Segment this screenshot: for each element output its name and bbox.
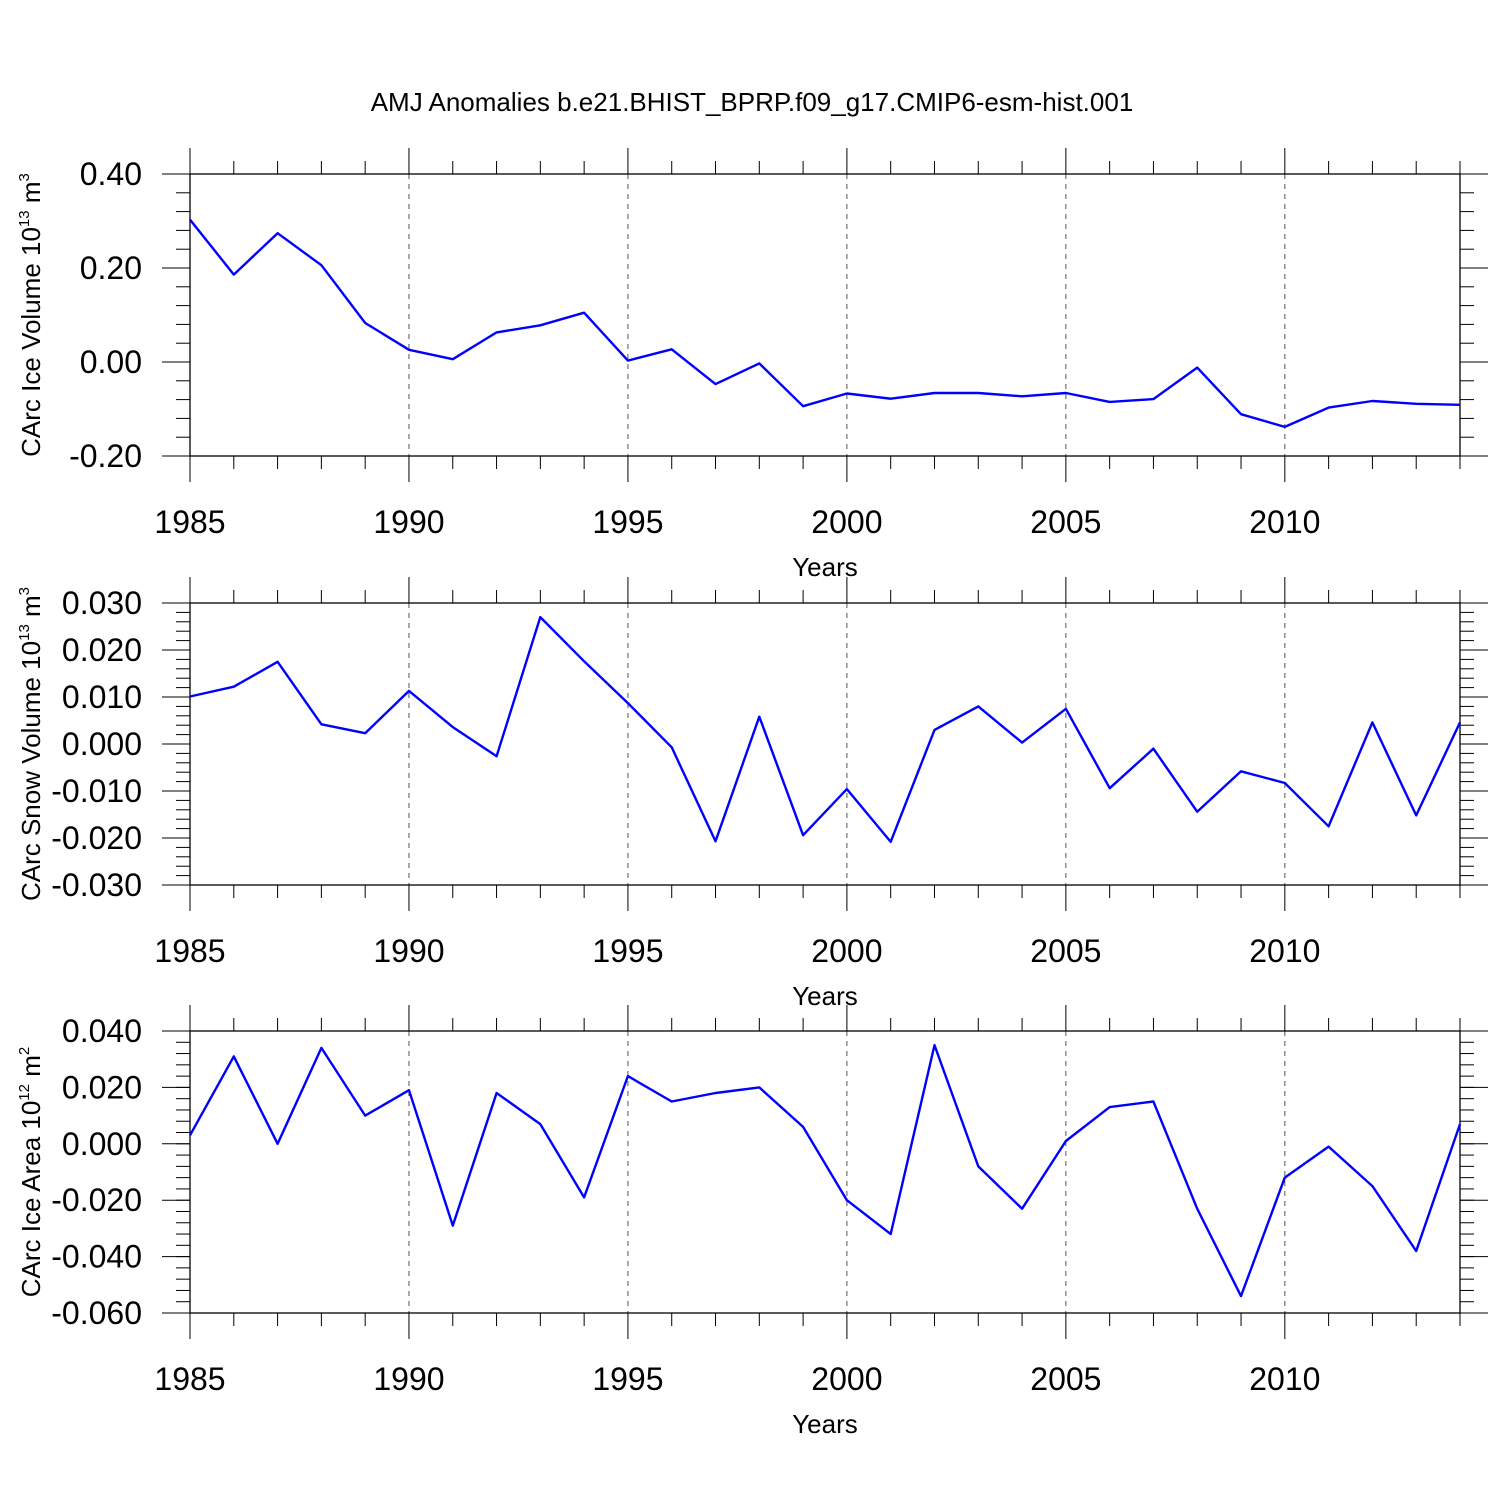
- y-tick-label: -0.020: [51, 1182, 142, 1218]
- y-axis-label-unit: m: [16, 181, 46, 210]
- x-tick-label: 2010: [1249, 933, 1320, 969]
- y-axis-label: CArc Ice Area 1012 m2: [16, 1047, 46, 1297]
- y-tick-label: -0.20: [69, 438, 142, 474]
- plot-frame: [189, 1030, 1461, 1314]
- x-tick-label: 2005: [1030, 504, 1101, 540]
- y-tick-label: 0.040: [62, 1013, 142, 1049]
- y-tick-label: -0.010: [51, 773, 142, 809]
- y-tick-label: -0.040: [51, 1239, 142, 1275]
- y-tick-label: 0.020: [62, 632, 142, 668]
- panel-1: 1985 1990 1995 2000 2005 2010 -0.20 0.00 0.20 0.4…: [16, 148, 1488, 582]
- y-axis-label-main: CArc Snow Volume 10: [16, 641, 46, 901]
- y-axis-label-unit-exp: 3: [16, 587, 33, 595]
- y-axis-label-main: CArc Ice Volume 10: [16, 227, 46, 457]
- x-tick-label: 1985: [154, 504, 225, 540]
- panel-2: 1985 1990 1995 2000 2005 2010 -0.030 -0.020 -0.0…: [16, 577, 1488, 1011]
- x-tick-label: 1995: [592, 1361, 663, 1397]
- x-tick-label: 2005: [1030, 1361, 1101, 1397]
- x-tick-label: 2010: [1249, 504, 1320, 540]
- y-axis-label-main: CArc Ice Area 10: [16, 1101, 46, 1298]
- y-axis-label-unit: m: [16, 595, 46, 624]
- y-tick-label: -0.030: [51, 867, 142, 903]
- x-tick-label: 1995: [592, 933, 663, 969]
- series-line: [188, 1043, 1462, 1298]
- y-axis-label-unit: m: [16, 1055, 46, 1084]
- y-axis-label-unit-exp: 2: [16, 1047, 33, 1055]
- y-tick-label: 0.030: [62, 585, 142, 621]
- y-tick-label: 0.020: [62, 1069, 142, 1105]
- y-axis-label-exp: 13: [16, 210, 33, 227]
- y-axis-label-unit-exp: 3: [16, 173, 33, 181]
- plot-frame: [189, 602, 1461, 886]
- x-tick-label: 2000: [811, 504, 882, 540]
- x-tick-label: 1990: [373, 1361, 444, 1397]
- series-line: [189, 615, 1462, 843]
- y-tick-label: -0.020: [51, 820, 142, 856]
- x-tick-label: 1990: [373, 504, 444, 540]
- y-tick-label: 0.010: [62, 679, 142, 715]
- y-tick-label: 0.20: [80, 250, 142, 286]
- y-axis-label: CArc Snow Volume 1013 m3: [16, 587, 46, 901]
- plot-frame: [189, 173, 1461, 457]
- x-tick-label: 1985: [154, 933, 225, 969]
- x-tick-label: 1985: [154, 1361, 225, 1397]
- y-tick-label: 0.000: [62, 726, 142, 762]
- x-tick-label: 1995: [592, 504, 663, 540]
- x-tick-label: 2005: [1030, 933, 1101, 969]
- y-axis-label-exp: 12: [16, 1084, 33, 1101]
- figure-title: AMJ Anomalies b.e21.BHIST_BPRP.f09_g17.C…: [371, 87, 1134, 117]
- x-tick-label: 2010: [1249, 1361, 1320, 1397]
- x-axis-label: Years: [792, 552, 858, 582]
- x-tick-label: 2000: [811, 933, 882, 969]
- panels: 1985 1990 1995 2000 2005 2010 -0.20 0.00 0.20 0.4…: [16, 148, 1488, 1439]
- x-tick-label: 2000: [811, 1361, 882, 1397]
- x-axis-label: Years: [792, 981, 858, 1011]
- series-line: [189, 218, 1461, 429]
- y-axis-label: CArc Ice Volume 1013 m3: [16, 173, 46, 457]
- panel-3: 1985 1990 1995 2000 2005 2010 -0.060 -0.040 -0.0…: [16, 1005, 1488, 1439]
- x-axis-label: Years: [792, 1409, 858, 1439]
- y-tick-label: 0.40: [80, 156, 142, 192]
- y-tick-label: 0.00: [80, 344, 142, 380]
- y-tick-label: -0.060: [51, 1295, 142, 1331]
- y-tick-label: 0.000: [62, 1126, 142, 1162]
- y-axis-label-exp: 13: [16, 624, 33, 641]
- x-tick-label: 1990: [373, 933, 444, 969]
